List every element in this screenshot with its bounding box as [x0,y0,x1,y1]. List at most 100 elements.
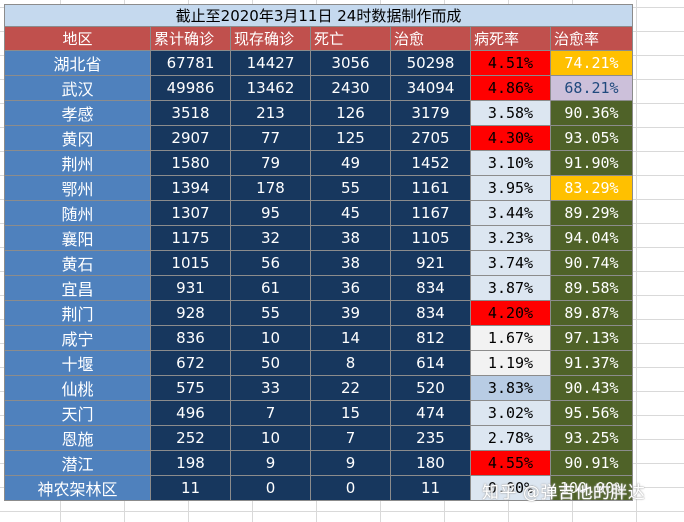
cell-region[interactable]: 鄂州 [4,175,151,201]
cell-existing[interactable]: 55 [230,300,311,326]
cell-cured[interactable]: 834 [390,275,471,301]
cell-existing[interactable]: 213 [230,100,311,126]
cell-confirmed[interactable]: 672 [150,350,231,376]
cell-existing[interactable]: 56 [230,250,311,276]
cell-deaths[interactable]: 55 [310,175,391,201]
cell-existing[interactable]: 95 [230,200,311,226]
cell-existing[interactable]: 178 [230,175,311,201]
cell-region[interactable]: 随州 [4,200,151,226]
cell-deaths[interactable]: 3056 [310,50,391,76]
cell-confirmed[interactable]: 1015 [150,250,231,276]
cell-deaths[interactable]: 22 [310,375,391,401]
cell-fatality-rate[interactable]: 3.87% [470,275,551,301]
cell-deaths[interactable]: 36 [310,275,391,301]
cell-deaths[interactable]: 126 [310,100,391,126]
cell-existing[interactable]: 10 [230,325,311,351]
cell-region[interactable]: 武汉 [4,75,151,101]
cell-fatality-rate[interactable]: 4.55% [470,450,551,476]
cell-deaths[interactable]: 38 [310,225,391,251]
cell-confirmed[interactable]: 1175 [150,225,231,251]
cell-confirmed[interactable]: 3518 [150,100,231,126]
cell-region[interactable]: 孝感 [4,100,151,126]
cell-region[interactable]: 天门 [4,400,151,426]
cell-confirmed[interactable]: 928 [150,300,231,326]
cell-cured[interactable]: 834 [390,300,471,326]
cell-fatality-rate[interactable]: 4.30% [470,125,551,151]
cell-cured[interactable]: 2705 [390,125,471,151]
cell-region[interactable]: 湖北省 [4,50,151,76]
cell-fatality-rate[interactable]: 3.02% [470,400,551,426]
cell-fatality-rate[interactable]: 3.44% [470,200,551,226]
cell-cured[interactable]: 3179 [390,100,471,126]
cell-cure-rate[interactable]: 93.25% [550,425,633,451]
cell-cure-rate[interactable]: 90.91% [550,450,633,476]
cell-confirmed[interactable]: 67781 [150,50,231,76]
cell-existing[interactable]: 13462 [230,75,311,101]
cell-confirmed[interactable]: 252 [150,425,231,451]
cell-deaths[interactable]: 45 [310,200,391,226]
cell-existing[interactable]: 14427 [230,50,311,76]
header-cured[interactable]: 治愈 [390,26,471,51]
cell-cure-rate[interactable]: 93.05% [550,125,633,151]
cell-existing[interactable]: 7 [230,400,311,426]
cell-cured[interactable]: 1167 [390,200,471,226]
header-fatality-rate[interactable]: 病死率 [470,26,551,51]
cell-confirmed[interactable]: 1580 [150,150,231,176]
cell-cured[interactable]: 50298 [390,50,471,76]
cell-cure-rate[interactable]: 94.04% [550,225,633,251]
cell-deaths[interactable]: 39 [310,300,391,326]
header-existing[interactable]: 现存确诊 [230,26,311,51]
cell-cure-rate[interactable]: 91.90% [550,150,633,176]
cell-cure-rate[interactable]: 95.56% [550,400,633,426]
cell-confirmed[interactable]: 1394 [150,175,231,201]
cell-existing[interactable]: 9 [230,450,311,476]
cell-cured[interactable]: 1452 [390,150,471,176]
cell-region[interactable]: 十堰 [4,350,151,376]
cell-region[interactable]: 宜昌 [4,275,151,301]
cell-existing[interactable]: 10 [230,425,311,451]
cell-cured[interactable]: 34094 [390,75,471,101]
cell-confirmed[interactable]: 1307 [150,200,231,226]
cell-region[interactable]: 潜江 [4,450,151,476]
cell-cure-rate[interactable]: 90.43% [550,375,633,401]
header-deaths[interactable]: 死亡 [310,26,391,51]
cell-existing[interactable]: 61 [230,275,311,301]
cell-fatality-rate[interactable]: 1.67% [470,325,551,351]
cell-existing[interactable]: 0 [230,475,311,501]
cell-cured[interactable]: 921 [390,250,471,276]
cell-fatality-rate[interactable]: 2.78% [470,425,551,451]
cell-fatality-rate[interactable]: 3.23% [470,225,551,251]
cell-cure-rate[interactable]: 90.74% [550,250,633,276]
cell-confirmed[interactable]: 49986 [150,75,231,101]
cell-cure-rate[interactable]: 91.37% [550,350,633,376]
cell-confirmed[interactable]: 496 [150,400,231,426]
cell-cure-rate[interactable]: 90.36% [550,100,633,126]
cell-existing[interactable]: 32 [230,225,311,251]
cell-cured[interactable]: 812 [390,325,471,351]
cell-existing[interactable]: 77 [230,125,311,151]
cell-cured[interactable]: 235 [390,425,471,451]
cell-deaths[interactable]: 14 [310,325,391,351]
cell-region[interactable]: 仙桃 [4,375,151,401]
cell-fatality-rate[interactable]: 3.74% [470,250,551,276]
cell-region[interactable]: 黄石 [4,250,151,276]
cell-cure-rate[interactable]: 100.00% [550,475,633,501]
cell-cure-rate[interactable]: 83.29% [550,175,633,201]
cell-fatality-rate[interactable]: 0.00% [470,475,551,501]
cell-cure-rate[interactable]: 97.13% [550,325,633,351]
header-region[interactable]: 地区 [4,26,151,51]
cell-confirmed[interactable]: 11 [150,475,231,501]
cell-fatality-rate[interactable]: 3.58% [470,100,551,126]
cell-existing[interactable]: 79 [230,150,311,176]
cell-fatality-rate[interactable]: 4.20% [470,300,551,326]
cell-deaths[interactable]: 0 [310,475,391,501]
cell-cure-rate[interactable]: 74.21% [550,50,633,76]
cell-deaths[interactable]: 125 [310,125,391,151]
cell-cure-rate[interactable]: 89.58% [550,275,633,301]
cell-region[interactable]: 恩施 [4,425,151,451]
cell-fatality-rate[interactable]: 4.86% [470,75,551,101]
cell-confirmed[interactable]: 575 [150,375,231,401]
cell-region[interactable]: 神农架林区 [4,475,151,501]
cell-cured[interactable]: 1161 [390,175,471,201]
cell-deaths[interactable]: 38 [310,250,391,276]
